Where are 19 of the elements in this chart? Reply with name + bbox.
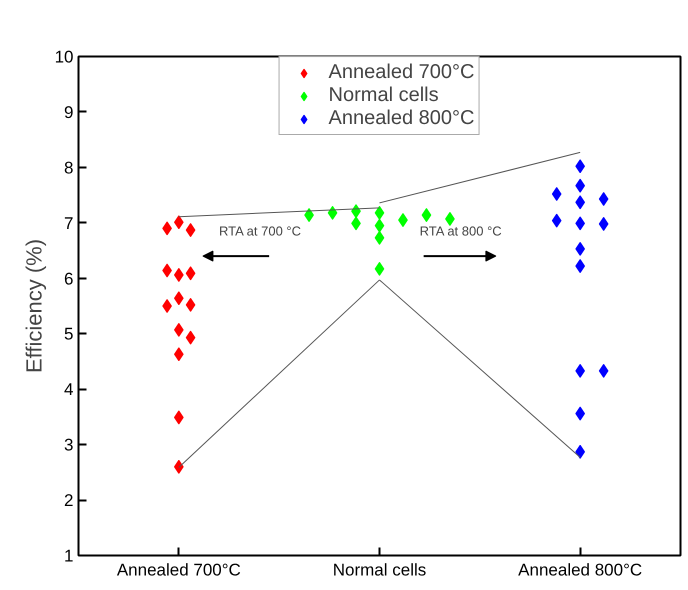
x-tick-label: Annealed 700°C	[116, 560, 241, 580]
x-tick-label: Normal cells	[332, 560, 426, 580]
annotation: RTA at 800 °C	[420, 224, 502, 239]
legend-label: Annealed 800°C	[328, 107, 474, 130]
y-tick-label: 3	[64, 436, 74, 455]
y-tick-label: 2	[64, 491, 74, 510]
y-axis-title: Efficiency (%)	[22, 238, 47, 374]
y-tick-label: 9	[64, 102, 74, 122]
y-tick-label: 10	[54, 48, 74, 66]
annotation: RTA at 700 °C	[218, 224, 302, 239]
y-tick-label: 1	[64, 546, 74, 566]
x-tick-label: Annealed 800°C	[518, 560, 642, 580]
y-tick-label: 8	[64, 158, 74, 178]
y-tick-label: 5	[64, 324, 74, 344]
y-tick-label: 6	[64, 269, 74, 288]
legend-label: Annealed 700°C	[328, 61, 474, 84]
y-tick-label: 7	[64, 214, 74, 233]
y-tick-label: 4	[64, 380, 74, 400]
legend-label: Normal cells	[328, 84, 439, 107]
